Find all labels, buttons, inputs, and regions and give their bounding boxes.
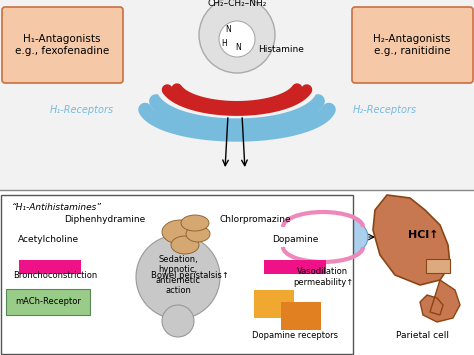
FancyBboxPatch shape [352, 7, 473, 83]
Text: H₂-Antagonists
e.g., ranitidine: H₂-Antagonists e.g., ranitidine [374, 34, 451, 56]
Text: Acetylcholine: Acetylcholine [18, 235, 79, 245]
Text: Dopamine: Dopamine [272, 235, 318, 245]
FancyBboxPatch shape [264, 260, 326, 274]
FancyBboxPatch shape [6, 289, 90, 315]
Polygon shape [59, 219, 83, 259]
Text: “H₁-Antihistamines”: “H₁-Antihistamines” [12, 202, 102, 212]
Text: Chlorpromazine: Chlorpromazine [219, 214, 291, 224]
Circle shape [162, 305, 194, 337]
FancyBboxPatch shape [426, 259, 450, 273]
Text: Diphenhydramine: Diphenhydramine [64, 214, 146, 224]
Text: Parietal cell: Parietal cell [396, 331, 449, 339]
Ellipse shape [171, 236, 199, 254]
Text: mACh-Receptor: mACh-Receptor [15, 297, 81, 306]
Ellipse shape [181, 215, 209, 231]
Ellipse shape [186, 226, 210, 242]
Text: HCl↑: HCl↑ [408, 230, 438, 240]
Ellipse shape [278, 212, 368, 262]
Text: H₂-Receptors: H₂-Receptors [353, 105, 417, 115]
Text: Bowel peristalsis↑: Bowel peristalsis↑ [151, 271, 229, 279]
Circle shape [136, 235, 220, 319]
FancyBboxPatch shape [19, 260, 81, 274]
FancyBboxPatch shape [254, 290, 294, 318]
Text: Histamine: Histamine [258, 45, 304, 55]
Text: N: N [225, 26, 231, 34]
Text: H: H [221, 38, 227, 48]
Text: N: N [235, 43, 241, 51]
Text: H₁-Receptors: H₁-Receptors [50, 105, 114, 115]
Text: Sedation,
hypnotic,
antiemetic
action: Sedation, hypnotic, antiemetic action [155, 255, 201, 295]
FancyBboxPatch shape [0, 0, 474, 190]
FancyBboxPatch shape [0, 190, 474, 355]
Circle shape [219, 21, 255, 57]
Polygon shape [420, 280, 460, 322]
Text: Vasodilation
permeability↑: Vasodilation permeability↑ [293, 267, 353, 287]
FancyBboxPatch shape [1, 195, 353, 354]
Circle shape [199, 0, 275, 73]
Polygon shape [29, 219, 51, 259]
Polygon shape [373, 195, 450, 285]
Polygon shape [152, 205, 220, 269]
Text: H₁-Antagonists
e.g., fexofenadine: H₁-Antagonists e.g., fexofenadine [15, 34, 109, 56]
Text: CH₂–CH₂–NH₂: CH₂–CH₂–NH₂ [207, 0, 267, 7]
FancyBboxPatch shape [281, 302, 321, 330]
Ellipse shape [162, 220, 198, 244]
FancyBboxPatch shape [2, 7, 123, 83]
Text: Bronchoconstriction: Bronchoconstriction [13, 271, 97, 279]
Text: Dopamine receptors: Dopamine receptors [252, 331, 338, 339]
